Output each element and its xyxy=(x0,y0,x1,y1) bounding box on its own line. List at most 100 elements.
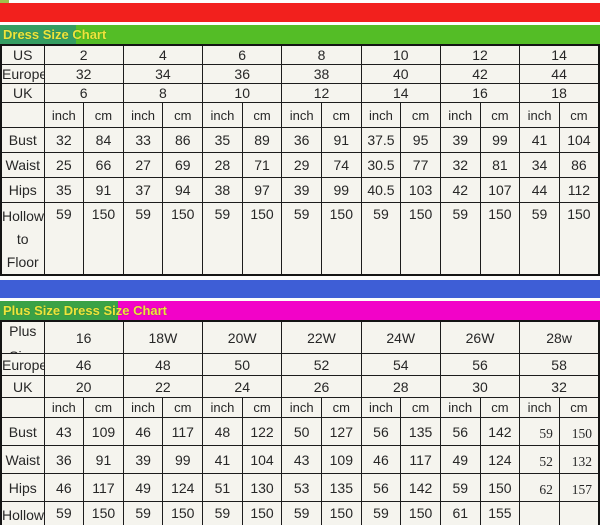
unit-header-cell: cm xyxy=(558,397,600,418)
measure-value-cell: 132 xyxy=(558,445,600,474)
measure-value-cell: 117 xyxy=(83,473,124,502)
measure-value-cell: 99 xyxy=(320,177,362,203)
size-value-cell: 12 xyxy=(281,83,362,103)
size-value-cell: 10 xyxy=(202,83,283,103)
measure-value-cell: 59 xyxy=(43,501,85,525)
measure-value-cell: 104 xyxy=(558,127,600,153)
measure-value-cell: 59 xyxy=(519,501,560,525)
table-row: Bust 43 109 46 117 48 122 50 127 56 135 56 142 59 150 xyxy=(0,417,600,446)
size-value-cell: 30 xyxy=(439,375,521,398)
unit-header-cell: cm xyxy=(320,397,362,418)
measure-value-cell: 34 xyxy=(519,152,560,178)
measure-value-cell: 59 xyxy=(439,473,481,502)
measure-value-cell: 39 xyxy=(122,445,164,474)
measure-value-cell: 91 xyxy=(320,127,362,153)
size-value-cell: 28 xyxy=(360,375,441,398)
measure-value-cell: 71 xyxy=(241,152,283,178)
measure-value-cell: 39 xyxy=(281,177,322,203)
red-banner xyxy=(0,3,600,22)
size-value-cell: 38 xyxy=(281,64,362,84)
unit-header-cell: inch xyxy=(202,102,243,128)
row-label: Waist xyxy=(0,152,45,178)
unit-header-cell: inch xyxy=(202,397,243,418)
measure-value-cell: 41 xyxy=(519,127,560,153)
dress-size-table: US 2 4 6 8 10 12 14 Europe 32 34 36 38 40 42 44 UK 6 8 10 12… xyxy=(0,44,600,276)
unit-header-cell: cm xyxy=(83,102,124,128)
measure-value-cell: 99 xyxy=(162,445,204,474)
empty-corner-cell xyxy=(0,102,45,128)
measure-value-cell: 51 xyxy=(202,473,243,502)
unit-header-cell: inch xyxy=(43,397,85,418)
measure-value-cell: 53 xyxy=(281,473,322,502)
measure-value-cell: 42 xyxy=(439,177,481,203)
unit-header-cell: inch xyxy=(519,397,560,418)
size-value-cell: 52 xyxy=(281,353,362,376)
blue-banner xyxy=(0,280,600,298)
measure-value-cell: 35 xyxy=(43,177,85,203)
row-label-line: Hollow xyxy=(2,507,44,523)
size-value-cell: 14 xyxy=(519,44,600,65)
measure-value-cell: 150 xyxy=(558,501,600,525)
size-value-cell: 18 xyxy=(519,83,600,103)
size-value-cell: 4 xyxy=(122,44,204,65)
measure-value-cell: 112 xyxy=(558,177,600,203)
size-value-cell: 20 xyxy=(43,375,124,398)
measure-value-cell: 59 xyxy=(439,202,481,276)
size-value-cell: 12 xyxy=(439,44,521,65)
measure-value-cell: 52 xyxy=(519,445,560,474)
size-value-cell: 36 xyxy=(202,64,283,84)
unit-header-cell: inch xyxy=(281,102,322,128)
measure-value-cell: 135 xyxy=(400,417,441,446)
row-label: Plus Size xyxy=(0,320,45,354)
size-value-cell: 22 xyxy=(122,375,204,398)
plus-size-chart-title-row: Plus Size Dress Size Chart xyxy=(0,301,600,320)
dress-size-chart-title-row: Dress Size Chart xyxy=(0,25,600,44)
measure-value-cell: 46 xyxy=(122,417,164,446)
table-row: inch cm inch cm inch cm inch cm inch cm inch cm inch… xyxy=(0,397,600,418)
title-highlight-segment xyxy=(0,25,76,44)
table-row: Bust 32 84 33 86 35 89 36 91 37.5 95 39 99 41 104 xyxy=(0,127,600,153)
measure-value-cell: 59 xyxy=(43,202,85,276)
measure-value-cell: 41 xyxy=(202,445,243,474)
row-label: Europe xyxy=(0,353,45,376)
measure-value-cell: 86 xyxy=(558,152,600,178)
measure-value-cell: 27 xyxy=(122,152,164,178)
measure-value-cell: 117 xyxy=(162,417,204,446)
size-value-cell: 42 xyxy=(439,64,521,84)
measure-value-cell: 59 xyxy=(202,202,243,276)
measure-value-cell: 142 xyxy=(479,417,521,446)
size-value-cell: 8 xyxy=(122,83,204,103)
measure-value-cell: 150 xyxy=(162,501,204,525)
unit-header-cell: inch xyxy=(43,102,85,128)
measure-value-cell: 61 xyxy=(439,501,481,525)
unit-header-cell: cm xyxy=(558,102,600,128)
size-value-cell: 22W xyxy=(281,320,362,354)
measure-value-cell: 117 xyxy=(400,445,441,474)
row-label: Hollow to Floor xyxy=(0,202,45,276)
row-label: Hips xyxy=(0,473,45,502)
measure-value-cell: 109 xyxy=(83,417,124,446)
measure-value-cell: 127 xyxy=(320,417,362,446)
table-row: US 2 4 6 8 10 12 14 xyxy=(0,44,600,65)
unit-header-cell: cm xyxy=(83,397,124,418)
measure-value-cell: 59 xyxy=(202,501,243,525)
measure-value-cell: 59 xyxy=(519,202,560,276)
measure-value-cell: 124 xyxy=(479,445,521,474)
size-value-cell: 24W xyxy=(360,320,441,354)
measure-value-cell: 91 xyxy=(83,445,124,474)
measure-value-cell: 150 xyxy=(558,202,600,276)
measure-value-cell: 39 xyxy=(439,127,481,153)
unit-header-cell: cm xyxy=(320,102,362,128)
measure-value-cell: 37 xyxy=(122,177,164,203)
measure-value-cell: 46 xyxy=(43,473,85,502)
measure-value-cell: 124 xyxy=(162,473,204,502)
unit-header-cell: inch xyxy=(360,102,402,128)
size-value-cell: 8 xyxy=(281,44,362,65)
measure-value-cell: 107 xyxy=(479,177,521,203)
measure-value-cell: 49 xyxy=(122,473,164,502)
measure-value-cell: 28 xyxy=(202,152,243,178)
measure-value-cell: 150 xyxy=(400,202,441,276)
size-value-cell: 16 xyxy=(43,320,124,354)
unit-header-cell: inch xyxy=(439,102,481,128)
